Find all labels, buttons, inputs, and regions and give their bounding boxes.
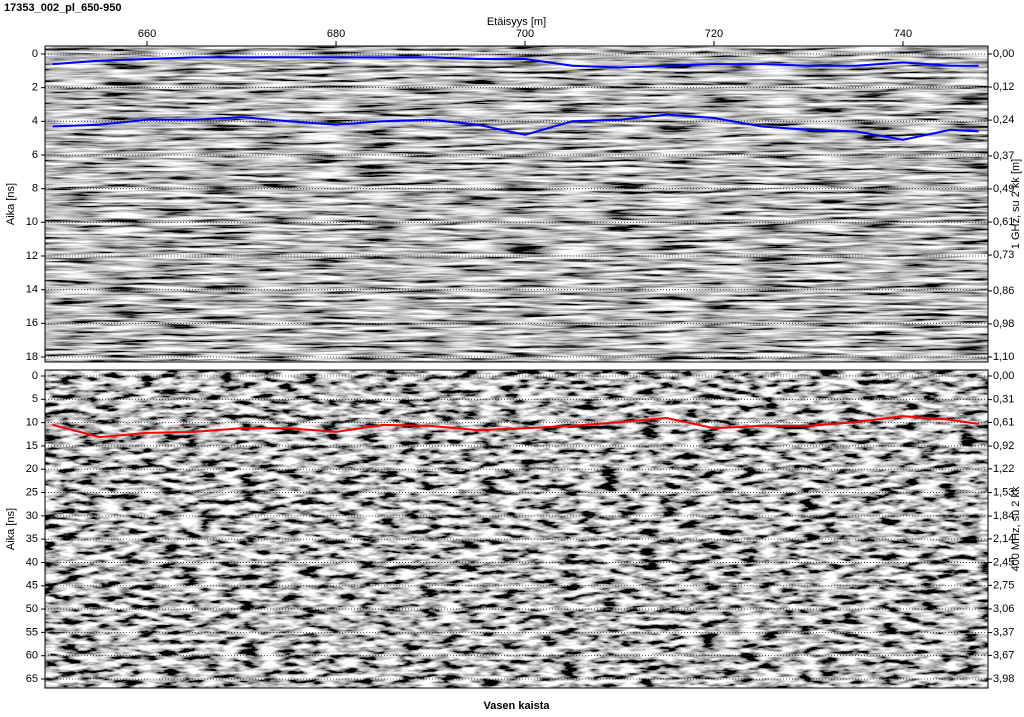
y2-tick-label: 1,10 bbox=[993, 351, 1014, 363]
x-axis-title: Vasen kaista bbox=[483, 700, 550, 712]
y2-axis-title: 400 MHz, su 2 kk bbox=[1010, 486, 1022, 571]
y-tick-label: 5 bbox=[32, 393, 38, 405]
y-tick-label: 40 bbox=[26, 556, 38, 568]
y-tick-label: 20 bbox=[26, 463, 38, 475]
plot-frame bbox=[44, 369, 989, 689]
y-tick-label: 65 bbox=[26, 673, 38, 685]
y-tick-label: 10 bbox=[26, 216, 38, 228]
y-tick-label: 15 bbox=[26, 440, 38, 452]
y-tick-label: 12 bbox=[26, 250, 38, 262]
y-tick-label: 0 bbox=[32, 370, 38, 382]
y-tick-label: 25 bbox=[26, 486, 38, 498]
y2-tick-label: 2,75 bbox=[993, 579, 1014, 591]
y2-tick-label: 2,14 bbox=[993, 533, 1014, 545]
radargram-1ghz bbox=[45, 46, 988, 362]
chart-title: 17353_002_pl_650-950 bbox=[4, 2, 121, 14]
y-tick-label: 2 bbox=[32, 82, 38, 94]
y-axis-title: Aika [ns] bbox=[5, 508, 17, 550]
y2-tick-label: 0,61 bbox=[993, 416, 1014, 428]
y2-tick-label: 3,98 bbox=[993, 673, 1014, 685]
x-tick-label: 740 bbox=[894, 28, 912, 40]
y-tick-label: 50 bbox=[26, 603, 38, 615]
y2-tick-label: 2,45 bbox=[993, 556, 1014, 568]
y-tick-label: 45 bbox=[26, 580, 38, 592]
y-tick-label: 0 bbox=[32, 48, 38, 60]
y2-tick-label: 0,98 bbox=[993, 318, 1014, 330]
y2-tick-label: 0,61 bbox=[993, 216, 1014, 228]
y-tick-label: 14 bbox=[26, 284, 38, 296]
y2-tick-label: 1,53 bbox=[993, 486, 1014, 498]
y-tick-label: 55 bbox=[26, 626, 38, 638]
y2-tick-label: 0,31 bbox=[993, 394, 1014, 406]
interface-line bbox=[52, 415, 979, 439]
y-tick-label: 18 bbox=[26, 351, 38, 363]
y2-tick-label: 0,92 bbox=[993, 440, 1014, 452]
y2-tick-label: 0,00 bbox=[993, 48, 1014, 60]
y-tick-label: 16 bbox=[26, 317, 38, 329]
y-tick-label: 10 bbox=[26, 417, 38, 429]
x-tick-label: 720 bbox=[705, 28, 723, 40]
y-tick-label: 30 bbox=[26, 510, 38, 522]
y-tick-label: 35 bbox=[26, 533, 38, 545]
x-tick-label: 660 bbox=[138, 28, 156, 40]
y2-tick-label: 3,37 bbox=[993, 626, 1014, 638]
y2-tick-label: 0,00 bbox=[993, 370, 1014, 382]
y-tick-label: 6 bbox=[32, 149, 38, 161]
x-tick-label: 700 bbox=[516, 28, 534, 40]
y2-tick-label: 0,37 bbox=[993, 150, 1014, 162]
y2-tick-label: 3,06 bbox=[993, 603, 1014, 615]
interface-line bbox=[52, 56, 979, 69]
y-axis-title: Aika [ns] bbox=[5, 183, 17, 225]
y2-tick-label: 1,84 bbox=[993, 510, 1014, 522]
x-axis-title: Etäisyys [m] bbox=[487, 16, 546, 28]
y-tick-label: 8 bbox=[32, 183, 38, 195]
radargram-400mhz bbox=[45, 370, 988, 688]
y2-tick-label: 0,73 bbox=[993, 249, 1014, 261]
plot-frame bbox=[44, 45, 989, 363]
y-tick-label: 4 bbox=[32, 115, 38, 127]
y2-tick-label: 1,22 bbox=[993, 463, 1014, 475]
y2-tick-label: 0,86 bbox=[993, 285, 1014, 297]
y2-axis-title: 1 GHz, su 2 kk [m] bbox=[1010, 159, 1022, 249]
y-tick-label: 60 bbox=[26, 650, 38, 662]
y2-tick-label: 0,24 bbox=[993, 114, 1014, 126]
y2-tick-label: 0,49 bbox=[993, 183, 1014, 195]
x-tick-label: 680 bbox=[327, 28, 345, 40]
y2-tick-label: 0,12 bbox=[993, 81, 1014, 93]
y2-tick-label: 3,67 bbox=[993, 649, 1014, 661]
interface-line bbox=[52, 113, 979, 141]
